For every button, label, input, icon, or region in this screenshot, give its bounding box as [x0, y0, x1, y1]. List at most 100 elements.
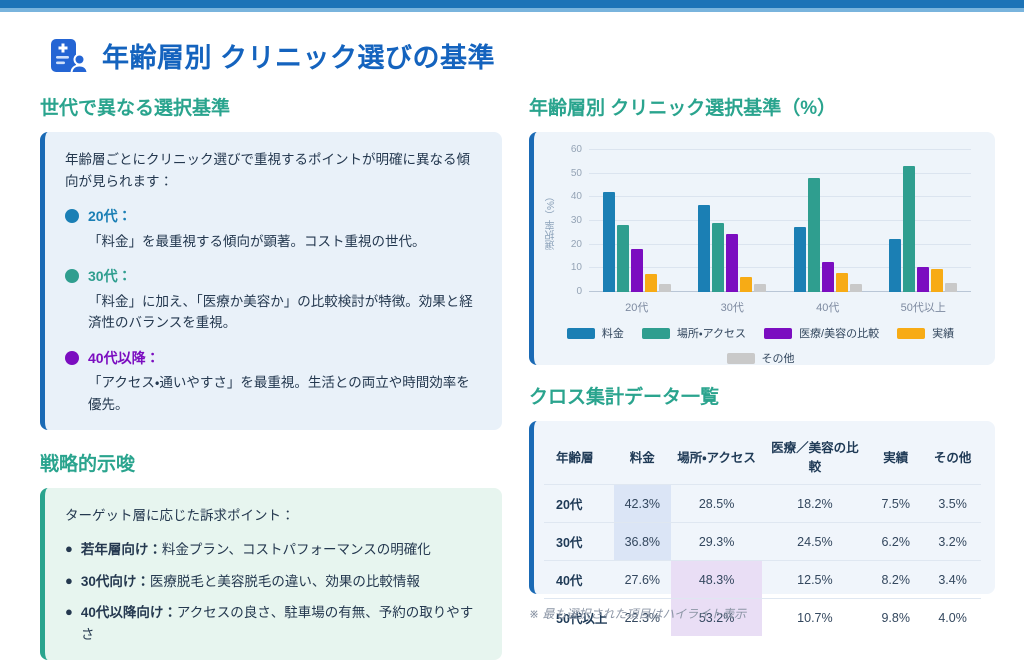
bar-group: 30代 [698, 150, 767, 314]
legend-swatch [726, 352, 755, 364]
table-cell: 50代以上 [544, 598, 614, 636]
gridline [589, 291, 971, 292]
y-tick-label: 0 [576, 286, 582, 297]
table-cell: 27.6% [613, 560, 671, 599]
gridline [589, 149, 971, 150]
gridline [589, 220, 971, 221]
legend-item: 実績 [897, 325, 954, 341]
table-cell: 24.5% [762, 522, 868, 561]
table-cell: 8.2% [867, 560, 925, 599]
table-footnote: ※ 最も選択された項目はハイライト表示 [529, 607, 747, 621]
chart-plot: 20代 30代 40代 50代以上 0 10 20 30 40 50 60 [571, 144, 971, 314]
legend-label: 場所・アクセス [676, 328, 747, 340]
chart-legend: 料金 場所・アクセス 医療/美容の比較 実績その他 [544, 325, 977, 366]
table-cell: 3.2% [924, 522, 981, 561]
table-row: 40代 27.6% 48.3% 12.5% 8.2% 3.4% [544, 560, 981, 599]
legend-item: その他 [726, 350, 795, 366]
bar [754, 284, 767, 292]
main-content: 世代で異なる選択基準 年齢層ごとにクリニック選びで重視するポイントが明確に異なる… [0, 79, 1024, 660]
table-cell: 29.3% [670, 522, 763, 561]
legend-label: 料金 [601, 328, 624, 340]
bar [712, 222, 725, 292]
table-cell: 18.2% [762, 484, 868, 523]
criteria-item-desc: 「アクセス・通いやすさ」を最重視。生活との両立や時間効率を優先。 [88, 375, 470, 412]
legend-label: 医療/美容の比較 [799, 328, 880, 340]
bar [835, 272, 848, 292]
strategy-item-text: 料金プラン、コストパフォーマンスの明確化 [161, 541, 431, 557]
table-cell: 3.5% [924, 484, 981, 523]
table-header-cell: 医療／美容の比較 [771, 441, 859, 474]
y-tick-label: 40 [570, 191, 582, 203]
strategy-item: ●︎ 若年層向け：料金プラン、コストパフォーマンスの明確化 [65, 539, 482, 561]
table-header-cell: 場所・アクセス [677, 450, 756, 465]
list-bullet: ●︎ [65, 572, 73, 588]
criteria-section-heading: 世代で異なる選択基準 [40, 98, 231, 119]
list-bullet: ●︎ [65, 604, 73, 620]
strategy-item-text: アクセスの良さ、駐車場の有無、予約の取りやすさ [80, 605, 474, 642]
table-cell: 6.2% [867, 522, 925, 561]
criteria-item-desc: 「料金」に加え、「医療か美容か」の比較検討が特徴。効果と経済性のバランスを重視。 [88, 293, 473, 331]
criteria-item-40s: 40代以降： 「アクセス・通いやすさ」を最重視。生活との両立や時間効率を優先。 [65, 347, 482, 416]
table-header-row: 年齢層 料金 場所・アクセス 医療／美容の比較 実績 その他 [544, 427, 981, 485]
chart-groups: 20代 30代 40代 50代以上 [589, 150, 971, 314]
gridline [589, 243, 971, 245]
legend-label: 実績 [932, 328, 955, 340]
list-bullet: ●︎ [65, 540, 73, 556]
bar [658, 283, 671, 292]
criteria-intro: 年齢層ごとにクリニック選びで重視するポイントが明確に異なる傾向が見られます： [65, 152, 470, 189]
table-row: 30代 36.8% 29.3% 24.5% 6.2% 3.2% [544, 522, 981, 561]
table-cell: 3.4% [924, 560, 981, 599]
criteria-item-label: 30代： [88, 268, 132, 285]
table-cell: 4.0% [924, 598, 981, 636]
y-tick-label: 60 [570, 144, 582, 155]
strategy-item: ●︎ 40代以降向け：アクセスの良さ、駐車場の有無、予約の取りやすさ [65, 602, 482, 645]
y-tick-label: 50 [570, 167, 582, 179]
bar [740, 277, 753, 292]
strategy-item: ●︎ 30代向け：医療脱毛と美容脱毛の違い、効果の比較情報 [65, 571, 482, 593]
strategy-intro: ターゲット層に応じた訴求ポイント： [65, 508, 295, 524]
y-tick-label: 20 [570, 238, 582, 250]
cross-table-panel: 年齢層 料金 場所・アクセス 医療／美容の比較 実績 その他 20代 42.3% 28.5% 1… [529, 421, 995, 636]
bar [630, 248, 643, 292]
bar [793, 226, 806, 292]
bullet-dot [65, 209, 79, 224]
bar [903, 166, 916, 292]
table-cell: 20代 [544, 484, 614, 523]
table-cell: 22.3% [613, 598, 671, 636]
bar-group: 20代 [602, 150, 671, 314]
legend-swatch [641, 327, 670, 339]
table-cell: 42.3% [613, 484, 671, 523]
bullet-dot [65, 350, 79, 365]
chart-section-heading: 年齢層別 クリニック選択基準（%） [529, 98, 837, 119]
bar [889, 239, 902, 292]
legend-swatch [897, 327, 926, 339]
criteria-box: 年齢層ごとにクリニック選びで重視するポイントが明確に異なる傾向が見られます： 2… [40, 132, 502, 431]
strategy-item-text: 医療脱毛と美容脱毛の違い、効果の比較情報 [149, 573, 420, 589]
bar [931, 268, 944, 292]
table-cell: 53.2% [670, 598, 763, 636]
x-tick-label: 20代 [625, 302, 649, 314]
bar-chart-panel: 選択率（%） 20代 30代 40代 50代以上 0 10 20 30 40 50 60 料金 場所… [529, 132, 995, 365]
strategy-box: ターゲット層に応じた訴求ポイント： ●︎ 若年層向け：料金プラン、コストパフォー… [40, 488, 502, 660]
table-header-cell: 年齢層 [556, 450, 594, 465]
gridline [589, 267, 971, 269]
table-row: 50代以上 22.3% 53.2% 10.7% 9.8% 4.0% [544, 598, 981, 636]
y-tick-label: 30 [570, 215, 582, 226]
bar [698, 204, 711, 292]
bullet-dot [65, 269, 79, 284]
legend-item: 場所・アクセス [641, 325, 747, 341]
bar [945, 282, 958, 292]
table-cell: 7.5% [867, 484, 925, 523]
page-header: 年齢層別 クリニック選びの基準 [0, 12, 1024, 75]
table-row: 20代 42.3% 28.5% 18.2% 7.5% 3.5% [544, 484, 981, 523]
top-accent-bar [0, 0, 1024, 8]
bar [726, 234, 739, 292]
legend-item: 医療/美容の比較 [764, 325, 879, 341]
table-cell: 9.8% [867, 598, 925, 636]
strategy-item-lead: 若年層向け： [80, 541, 162, 557]
bar-group: 50代以上 [889, 150, 958, 314]
table-cell: 40代 [544, 560, 614, 599]
strategy-item-lead: 30代向け： [80, 573, 150, 589]
table-header-cell: その他 [933, 450, 972, 465]
page-title: 年齢層別 クリニック選びの基準 [102, 43, 496, 73]
